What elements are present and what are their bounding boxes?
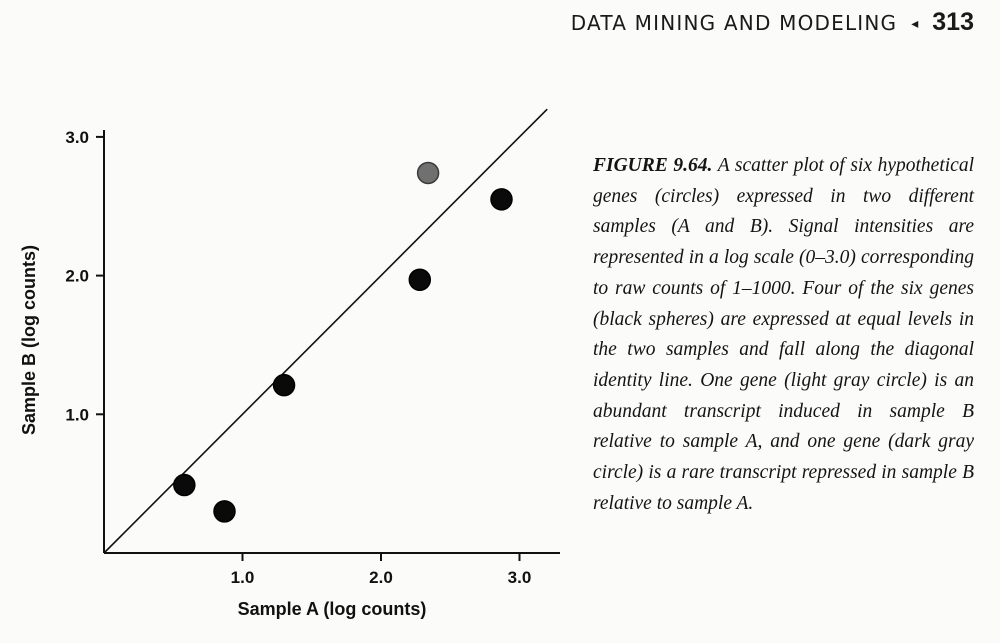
data-point [213, 500, 236, 523]
figure-label: FIGURE 9.64. [593, 155, 713, 176]
x-tick-label: 3.0 [508, 568, 532, 587]
x-axis-label: Sample A (log counts) [238, 599, 427, 619]
figure-caption: FIGURE 9.64. A scatter plot of six hypot… [593, 151, 974, 519]
y-axis-label: Sample B (log counts) [19, 245, 39, 435]
data-point [173, 473, 196, 497]
page-number: 313 [932, 8, 974, 36]
section-title: DATA MINING AND MODELING [570, 11, 898, 35]
y-tick-label: 1.0 [65, 405, 89, 424]
data-point [490, 188, 513, 211]
data-point [408, 268, 432, 292]
identity-line [103, 108, 548, 554]
caption-text: A scatter plot of six hypothetical genes… [593, 155, 974, 514]
left-arrow-icon: ◂ [911, 16, 919, 32]
data-point [272, 373, 296, 397]
y-tick-label: 3.0 [65, 128, 89, 147]
x-tick-label: 2.0 [369, 568, 393, 587]
data-point [416, 161, 440, 185]
x-tick-label: 1.0 [231, 568, 255, 587]
running-head: DATA MINING AND MODELING ◂ 313 [571, 8, 974, 37]
y-tick-label: 2.0 [65, 267, 89, 286]
